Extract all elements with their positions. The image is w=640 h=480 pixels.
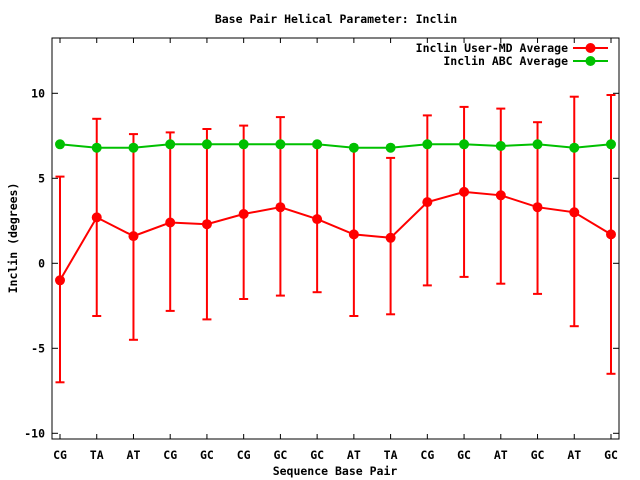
- data-point-user-md: [165, 217, 176, 228]
- x-tick-label: TA: [384, 448, 398, 462]
- x-tick-label: GC: [200, 448, 214, 462]
- plot-border: [51, 37, 620, 440]
- chart-title: Base Pair Helical Parameter: Inclin: [215, 12, 457, 26]
- series-line-user-md: [59, 190, 612, 281]
- x-axis-label: Sequence Base Pair: [273, 464, 398, 478]
- x-tick-label: TA: [90, 448, 104, 462]
- data-point-abc: [165, 139, 176, 150]
- y-axis-label: Inclin (degrees): [6, 183, 20, 294]
- x-tick-label: GC: [457, 448, 471, 462]
- data-point-abc: [238, 139, 249, 150]
- data-point-abc: [275, 139, 286, 150]
- data-point-abc: [459, 139, 470, 150]
- y-tick-label: -10: [24, 426, 45, 440]
- data-point-abc: [605, 139, 616, 150]
- x-tick-label: GC: [273, 448, 287, 462]
- data-point-user-md: [569, 207, 580, 218]
- data-point-user-md: [91, 212, 102, 223]
- legend: Inclin User-MD Average Inclin ABC Averag…: [416, 41, 608, 68]
- data-point-user-md: [495, 190, 506, 201]
- y-tick-label: -5: [31, 341, 45, 355]
- data-point-user-md: [532, 202, 543, 213]
- data-point-abc: [385, 142, 396, 153]
- data-point-abc: [495, 141, 506, 151]
- legend-sample-marker-abc: [585, 56, 596, 66]
- x-tick-label: AT: [127, 448, 141, 462]
- data-point-abc: [348, 142, 359, 153]
- x-tick-label: GC: [310, 448, 324, 462]
- data-point-abc: [312, 139, 323, 150]
- y-tick-label: 5: [38, 171, 45, 185]
- data-point-abc: [569, 142, 580, 153]
- series-line-abc: [59, 143, 612, 149]
- x-tick-label: CG: [237, 448, 251, 462]
- x-tick-label: AT: [567, 448, 581, 462]
- x-tick-label: GC: [531, 448, 545, 462]
- data-point-user-md: [128, 231, 139, 242]
- data-point-abc: [201, 139, 212, 150]
- data-point-user-md: [348, 229, 359, 240]
- data-point-user-md: [312, 214, 323, 225]
- x-tick-label: AT: [494, 448, 508, 462]
- x-tick-label: AT: [347, 448, 361, 462]
- data-point-user-md: [459, 186, 470, 197]
- data-point-user-md: [201, 219, 212, 230]
- x-tick-label: CG: [163, 448, 177, 462]
- data-point-abc: [128, 142, 139, 153]
- x-tick-label: GC: [604, 448, 618, 462]
- data-point-abc: [55, 139, 65, 150]
- y-tick-label: 10: [31, 86, 45, 100]
- data-point-user-md: [55, 275, 65, 286]
- data-series: [55, 94, 616, 384]
- y-tick-label: 0: [38, 256, 45, 270]
- data-point-user-md: [275, 202, 286, 213]
- data-point-abc: [91, 142, 102, 153]
- axis-ticks: -10 -5 0 5 10 CG TA AT CG GC CG GC GC AT TA CG GC AT GC AT G…: [24, 38, 619, 462]
- legend-label-abc: Inclin ABC Average: [443, 54, 568, 68]
- data-point-abc: [422, 139, 433, 150]
- data-point-user-md: [238, 209, 249, 219]
- data-point-user-md: [385, 232, 396, 243]
- data-point-abc: [532, 139, 543, 150]
- x-tick-label: CG: [420, 448, 434, 462]
- x-tick-label: CG: [53, 448, 67, 462]
- data-point-user-md: [422, 197, 433, 208]
- legend-sample-marker-user-md: [585, 43, 596, 53]
- data-point-user-md: [605, 229, 616, 240]
- legend-label-user-md: Inclin User-MD Average: [416, 41, 568, 55]
